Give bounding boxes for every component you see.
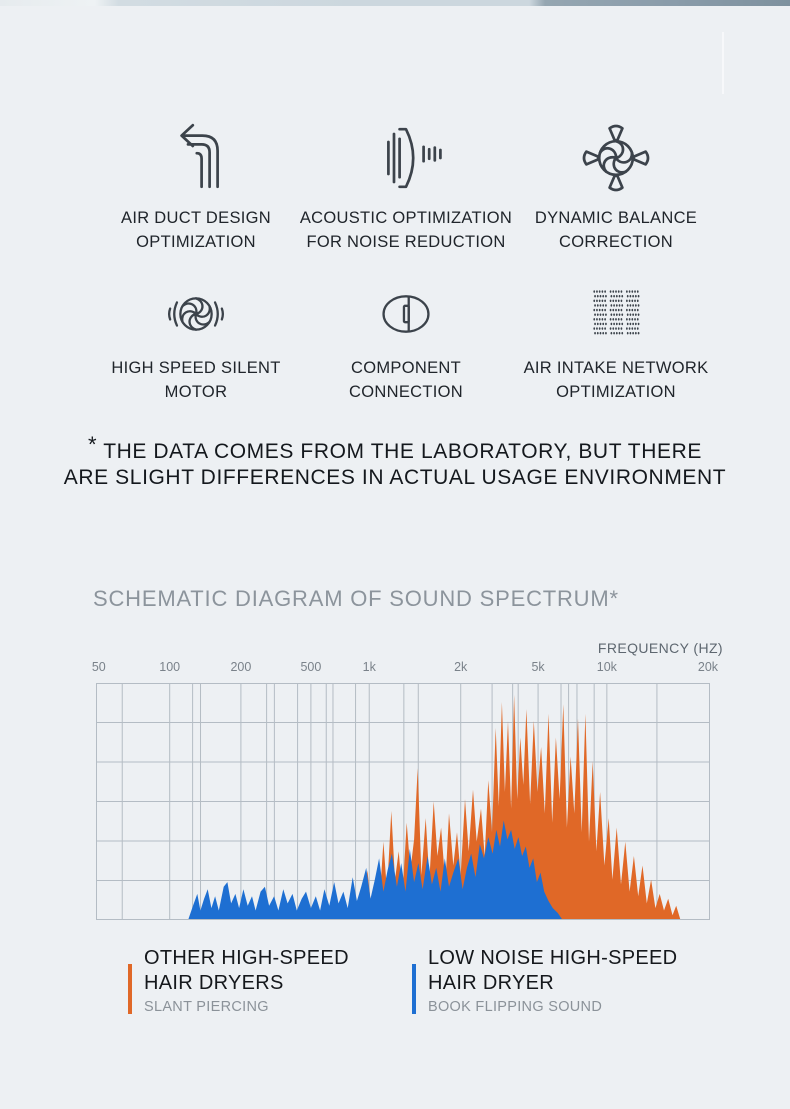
feature-acoustic: ACOUSTIC OPTIMIZATION FOR NOISE REDUCTIO… <box>291 112 521 254</box>
x-tick-100: 100 <box>159 660 181 674</box>
feature-intake-network: AIR INTAKE NETWORK OPTIMIZATION <box>501 276 731 404</box>
legend-title: LOW NOISE HIGH-SPEED HAIR DRYER <box>428 947 678 994</box>
component-connection-icon <box>382 295 430 333</box>
sound-spectrum-plot <box>96 683 710 920</box>
legend-title: OTHER HIGH-SPEED HAIR DRYERS <box>144 947 349 994</box>
x-tick-2k: 2k <box>454 660 468 674</box>
intake-mesh-dots-icon <box>593 290 640 335</box>
legend-subtitle: BOOK FLIPPING SOUND <box>428 999 603 1015</box>
disclaimer-line1: THE DATA COMES FROM THE LABORATORY, BUT … <box>103 440 702 463</box>
disclaimer-line2: ARE SLIGHT DIFFERENCES IN ACTUAL USAGE E… <box>63 466 727 489</box>
legend-swatch-blue <box>412 964 416 1014</box>
x-tick-20k: 20k <box>697 660 719 674</box>
feature-silent-motor: HIGH SPEED SILENT MOTOR <box>81 276 311 404</box>
balance-fan-icon <box>582 124 650 192</box>
series-other-high-speed-hair-dryers <box>360 694 681 920</box>
feature-label: HIGH SPEED SILENT MOTOR <box>111 359 281 401</box>
x-tick-500: 500 <box>300 660 322 674</box>
air-duct-icon <box>180 123 219 189</box>
x-tick-50: 50 <box>91 660 106 674</box>
feature-label: AIR DUCT DESIGN OPTIMIZATION <box>121 209 271 251</box>
disclaimer-note: * THE DATA COMES FROM THE LABORATORY, BUT… <box>0 430 790 491</box>
silent-motor-fan-icon <box>167 297 225 331</box>
x-axis-label: FREQUENCY (HZ) <box>597 640 723 656</box>
feature-component-connection: COMPONENT CONNECTION <box>291 276 521 404</box>
photo-artifact-line <box>722 32 724 94</box>
feature-label: DYNAMIC BALANCE CORRECTION <box>534 209 698 251</box>
series-low-noise-high-speed-hair-dryer <box>188 820 563 920</box>
x-tick-5k: 5k <box>531 660 545 674</box>
x-tick-10k: 10k <box>596 660 617 674</box>
acoustic-speaker-icon <box>387 127 442 189</box>
feature-label: COMPONENT CONNECTION <box>349 359 463 401</box>
chart-title: SCHEMATIC DIAGRAM OF SOUND SPECTRUM* <box>93 586 619 611</box>
feature-label: ACOUSTIC OPTIMIZATION FOR NOISE REDUCTIO… <box>299 209 513 251</box>
feature-air-duct: AIR DUCT DESIGN OPTIMIZATION <box>81 112 311 254</box>
x-tick-1k: 1k <box>362 660 376 674</box>
top-banner-strip <box>0 0 790 6</box>
asterisk-marker: * <box>88 432 98 457</box>
legend-other-dryers: OTHER HIGH-SPEED HAIR DRYERS SLANT PIERC… <box>128 946 349 1015</box>
legend-swatch-orange <box>128 964 132 1014</box>
x-tick-200: 200 <box>230 660 252 674</box>
feature-dynamic-balance: DYNAMIC BALANCE CORRECTION <box>501 112 731 254</box>
x-axis-ticks: 50 100 200 500 1k 2k 5k 10k 20k <box>92 660 718 676</box>
dot-mesh <box>593 290 640 335</box>
legend-subtitle: SLANT PIERCING <box>144 999 269 1015</box>
legend-low-noise-dryer: LOW NOISE HIGH-SPEED HAIR DRYER BOOK FLI… <box>412 946 677 1015</box>
feature-label: AIR INTAKE NETWORK OPTIMIZATION <box>523 359 709 401</box>
